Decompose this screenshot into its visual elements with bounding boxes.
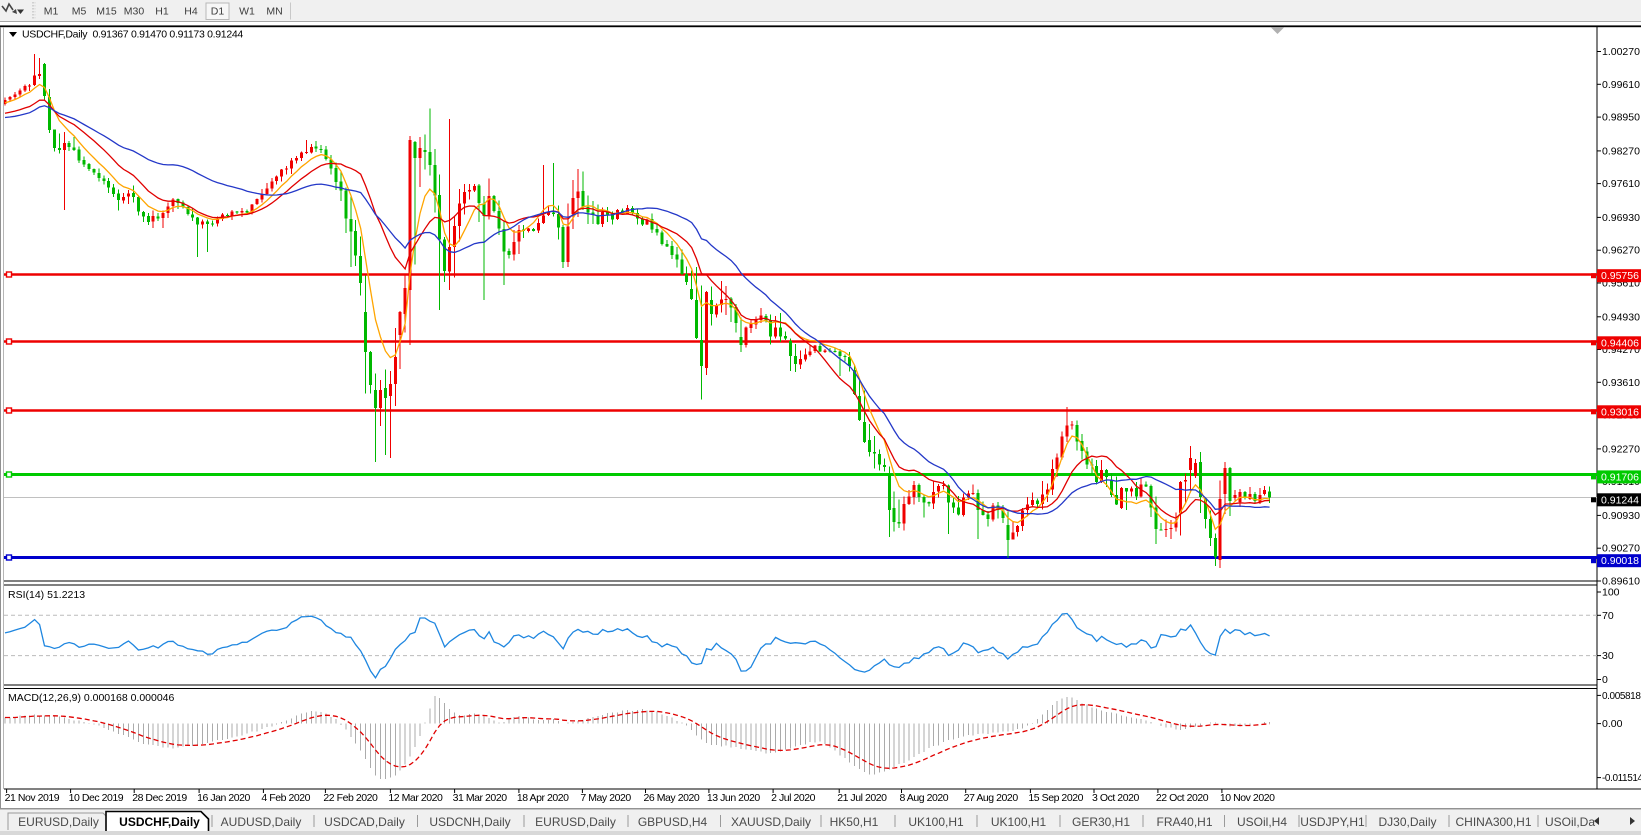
svg-text:0.91244: 0.91244	[1601, 494, 1639, 506]
svg-text:XAUUSD,Daily: XAUUSD,Daily	[731, 815, 811, 829]
svg-text:22 Feb 2020: 22 Feb 2020	[323, 792, 378, 804]
svg-text:21 Nov 2019: 21 Nov 2019	[5, 792, 60, 804]
svg-text:USDCHF,Daily 0.91367 0.91470: USDCHF,Daily 0.91367 0.91470 0.91173 0.9…	[22, 29, 243, 41]
svg-text:RSI(14) 51.2213: RSI(14) 51.2213	[8, 589, 85, 601]
svg-text:EURUSD,Daily: EURUSD,Daily	[18, 815, 99, 829]
svg-text:16 Jan 2020: 16 Jan 2020	[197, 792, 250, 804]
svg-text:0.92270: 0.92270	[1602, 443, 1640, 455]
svg-text:12 Mar 2020: 12 Mar 2020	[388, 792, 443, 804]
svg-text:FRA40,H1: FRA40,H1	[1156, 815, 1212, 829]
svg-text:8 Aug 2020: 8 Aug 2020	[900, 792, 949, 804]
svg-text:MN: MN	[266, 6, 282, 18]
svg-text:0.94930: 0.94930	[1602, 311, 1640, 323]
svg-text:0.98270: 0.98270	[1602, 145, 1640, 157]
svg-text:0: 0	[1602, 674, 1608, 686]
svg-text:0.95756: 0.95756	[1601, 270, 1639, 282]
svg-text:0.005818: 0.005818	[1602, 691, 1641, 702]
svg-text:USDCNH,Daily: USDCNH,Daily	[429, 815, 510, 829]
svg-text:0.98950: 0.98950	[1602, 112, 1640, 124]
svg-text:28 Dec 2019: 28 Dec 2019	[132, 792, 187, 804]
svg-text:13 Jun 2020: 13 Jun 2020	[707, 792, 760, 804]
svg-text:0.93610: 0.93610	[1602, 377, 1640, 389]
svg-text:0.99610: 0.99610	[1602, 79, 1640, 91]
svg-text:31 Mar 2020: 31 Mar 2020	[453, 792, 508, 804]
svg-text:H4: H4	[184, 6, 198, 18]
svg-text:UK100,H1: UK100,H1	[908, 815, 964, 829]
svg-text:27 Aug 2020: 27 Aug 2020	[964, 792, 1019, 804]
svg-text:26 May 2020: 26 May 2020	[644, 792, 700, 804]
svg-text:0.94406: 0.94406	[1601, 337, 1639, 349]
svg-text:AUDUSD,Daily: AUDUSD,Daily	[221, 815, 302, 829]
svg-text:0.96270: 0.96270	[1602, 245, 1640, 257]
svg-text:USDJPY,H1: USDJPY,H1	[1300, 815, 1365, 829]
svg-text:18 Apr 2020: 18 Apr 2020	[517, 792, 569, 804]
svg-text:0.00: 0.00	[1602, 718, 1623, 730]
svg-text:0.90018: 0.90018	[1601, 555, 1639, 567]
svg-text:21 Jul 2020: 21 Jul 2020	[837, 792, 887, 804]
svg-text:70: 70	[1602, 610, 1614, 622]
svg-text:0.89610: 0.89610	[1602, 576, 1640, 588]
svg-text:0.96930: 0.96930	[1602, 212, 1640, 224]
svg-text:GBPUSD,H4: GBPUSD,H4	[638, 815, 708, 829]
svg-text:3 Oct 2020: 3 Oct 2020	[1092, 792, 1139, 804]
svg-text:USOil,Da: USOil,Da	[1545, 815, 1595, 829]
svg-text:HK50,H1: HK50,H1	[830, 815, 879, 829]
svg-text:W1: W1	[239, 6, 255, 18]
svg-text:CHINA300,H1: CHINA300,H1	[1455, 815, 1531, 829]
svg-text:1.00270: 1.00270	[1602, 46, 1640, 58]
svg-text:DJ30,Daily: DJ30,Daily	[1378, 815, 1436, 829]
svg-text:0.97610: 0.97610	[1602, 178, 1640, 190]
svg-text:10 Dec 2019: 10 Dec 2019	[69, 792, 124, 804]
svg-text:USDCAD,Daily: USDCAD,Daily	[324, 815, 405, 829]
svg-text:4 Feb 2020: 4 Feb 2020	[261, 792, 310, 804]
svg-text:22 Oct 2020: 22 Oct 2020	[1156, 792, 1209, 804]
svg-text:10 Nov 2020: 10 Nov 2020	[1220, 792, 1275, 804]
svg-text:30: 30	[1602, 650, 1614, 662]
svg-text:7 May 2020: 7 May 2020	[580, 792, 631, 804]
svg-text:GER30,H1: GER30,H1	[1072, 815, 1130, 829]
svg-text:0.90930: 0.90930	[1602, 510, 1640, 522]
svg-text:USOil,H4: USOil,H4	[1237, 815, 1287, 829]
svg-text:M1: M1	[44, 6, 59, 18]
svg-text:EURUSD,Daily: EURUSD,Daily	[535, 815, 616, 829]
svg-text:100: 100	[1602, 587, 1620, 599]
svg-text:M5: M5	[72, 6, 87, 18]
svg-text:0.90270: 0.90270	[1602, 543, 1640, 555]
svg-text:M15: M15	[96, 6, 117, 18]
svg-text:H1: H1	[155, 6, 169, 18]
svg-text:2 Jul 2020: 2 Jul 2020	[771, 792, 816, 804]
svg-text:MACD(12,26,9) 0.000168 0.00004: MACD(12,26,9) 0.000168 0.000046	[8, 692, 175, 704]
svg-text:0.91706: 0.91706	[1601, 471, 1639, 483]
svg-text:USDCHF,Daily: USDCHF,Daily	[119, 815, 200, 829]
svg-text:0.93016: 0.93016	[1601, 406, 1639, 418]
svg-text:15 Sep 2020: 15 Sep 2020	[1028, 792, 1083, 804]
svg-text:UK100,H1: UK100,H1	[991, 815, 1047, 829]
svg-text:M30: M30	[124, 6, 145, 18]
svg-text:-0.011514: -0.011514	[1602, 773, 1641, 784]
svg-text:D1: D1	[211, 6, 225, 18]
